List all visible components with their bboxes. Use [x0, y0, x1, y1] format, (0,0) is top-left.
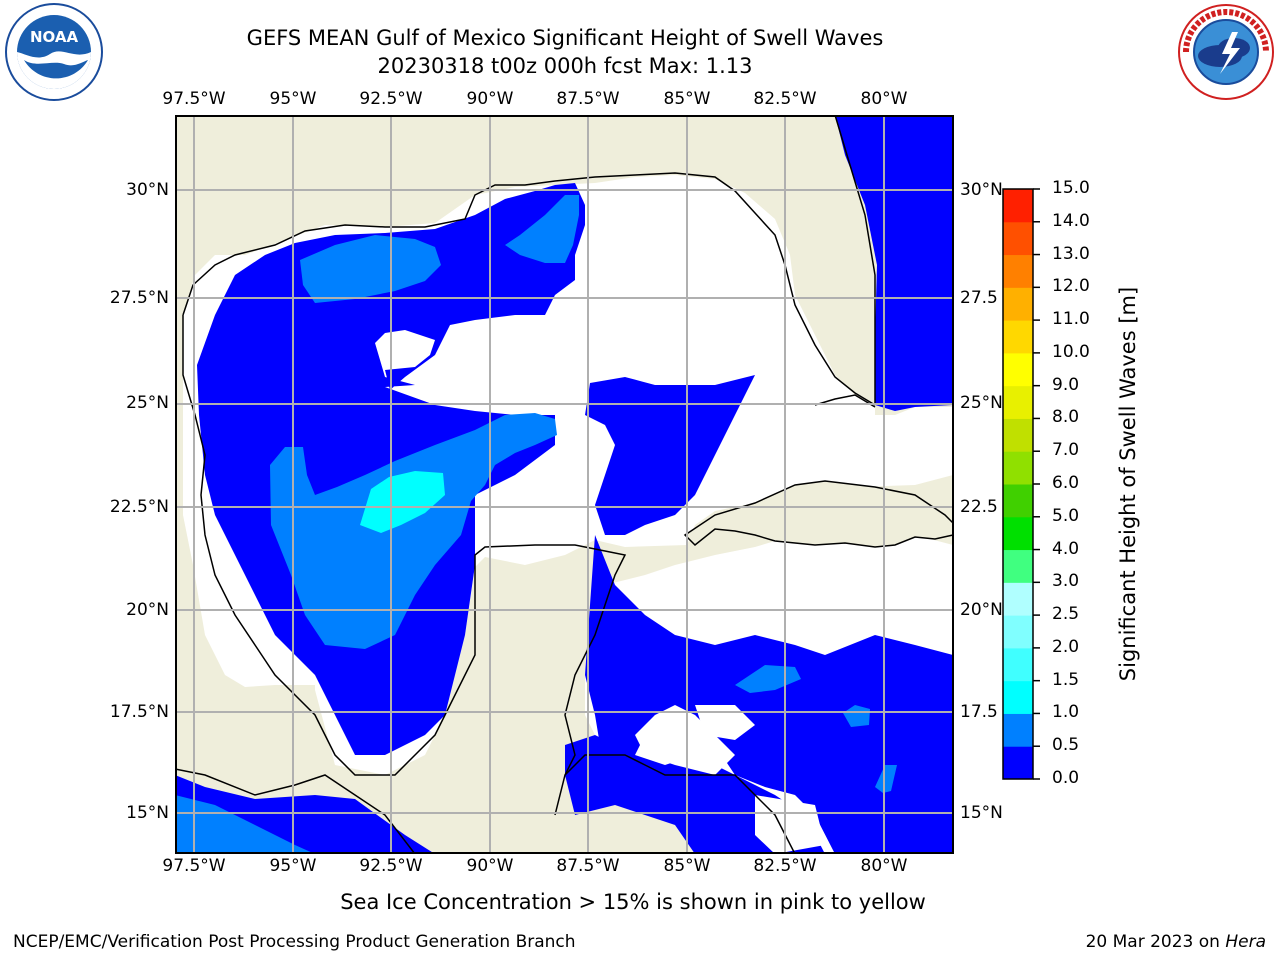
lon-label-bottom-1: 95°W — [269, 856, 317, 876]
lon-label-top-3: 90°W — [466, 89, 514, 109]
colorbar-tick-label-9: 6.0 — [1052, 473, 1080, 493]
lon-label-top-6: 82.5°W — [753, 89, 817, 109]
lon-label-bottom-7: 80°W — [860, 856, 908, 876]
colorbar-segment-1 — [1003, 713, 1033, 747]
colorbar-tick-label-1: 0.5 — [1052, 735, 1080, 756]
caribbean-clearing-4 — [755, 795, 825, 854]
yucatan-coast — [474, 544, 627, 816]
colorbar-segment-17 — [1003, 189, 1033, 223]
mexico-coast — [175, 115, 876, 854]
lat-label-right-6: 15°N — [960, 803, 1003, 823]
colorbar-tick-label-18: 15.0 — [1052, 178, 1090, 198]
colorbar-tick-label-16: 13.0 — [1052, 243, 1090, 264]
map-panel — [175, 115, 954, 854]
colorbar-segment-5 — [1003, 582, 1033, 616]
gulf-swell-high — [360, 471, 445, 533]
colorbar-tick-label-14: 11.0 — [1052, 309, 1090, 330]
colorbar-tick-label-8: 5.0 — [1052, 505, 1080, 526]
caribbean-clearing-3 — [695, 705, 755, 740]
colorbar-segment-2 — [1003, 680, 1033, 714]
colorbar-tick-label-10: 7.0 — [1052, 440, 1080, 461]
lon-label-bottom-6: 82.5°W — [753, 856, 817, 876]
footer-date: 20 Mar 2023 on — [1085, 932, 1226, 952]
colorbar-segment-13 — [1003, 320, 1033, 354]
gulf-swell-mid-central — [270, 413, 557, 649]
sea-ice-note: Sea Ice Concentration > 15% is shown in … — [340, 890, 926, 914]
gulf-swell-east-patch — [585, 375, 755, 535]
lat-label-right-2: 25°N — [960, 393, 1003, 413]
colorbar-tick-label-13: 10.0 — [1052, 341, 1090, 362]
colorbar-tick-label-3: 1.5 — [1052, 669, 1080, 690]
colorbar-segment-4 — [1003, 615, 1033, 649]
lat-label-left-0: 30°N — [126, 180, 169, 200]
lon-label-top-2: 92.5°W — [359, 89, 423, 109]
colorbar-tick-label-12: 9.0 — [1052, 374, 1080, 395]
colorbar-tick-label-4: 2.0 — [1052, 636, 1080, 657]
lon-label-bottom-3: 90°W — [466, 856, 514, 876]
pacific-swell-band — [175, 795, 315, 854]
lat-label-left-1: 27.5°N — [109, 288, 169, 308]
colorbar-segment-14 — [1003, 287, 1033, 321]
colorbar-segment-16 — [1003, 221, 1033, 256]
lat-label-right-1: 27.5 — [960, 288, 998, 308]
colorbar-segment-6 — [1003, 549, 1033, 583]
lon-label-top-7: 80°W — [860, 89, 908, 109]
noaa-logo-text: NOAA — [30, 28, 79, 46]
colorbar-segment-11 — [1003, 385, 1033, 419]
colorbar-segment-10 — [1003, 418, 1033, 452]
gulf-swell-mid-north — [300, 235, 441, 303]
colorbar-segment-15 — [1003, 254, 1033, 288]
nws-logo — [1176, 2, 1276, 102]
colorbar-tick-label-6: 3.0 — [1052, 571, 1080, 592]
lon-label-top-4: 87.5°W — [556, 89, 620, 109]
footer-right: 20 Mar 2023 on Hera — [1086, 932, 1266, 952]
central-america-coast — [564, 754, 796, 854]
colorbar-segment-3 — [1003, 647, 1033, 682]
noaa-logo: NOAA — [4, 2, 104, 102]
colorbar-segment-7 — [1003, 516, 1033, 551]
colorbar-tick-label-15: 12.0 — [1052, 276, 1090, 297]
footer-host: Hera — [1225, 932, 1266, 952]
lat-label-right-3: 22.5 — [960, 497, 998, 517]
graticule — [175, 115, 954, 854]
colorbar-segment-8 — [1003, 484, 1033, 518]
caribbean-swell-low — [585, 535, 953, 854]
map-subtitle: 20230318 t00z 000h fcst Max: 1.13 — [377, 54, 753, 78]
colorbar — [1002, 188, 1040, 780]
map-frame — [175, 115, 954, 854]
caribbean-swell-mid-3 — [875, 765, 897, 793]
colorbar-segment-12 — [1003, 352, 1033, 387]
lon-label-top-5: 85°W — [663, 89, 711, 109]
colorbar-segment-9 — [1003, 451, 1033, 485]
caribbean-clearing-2 — [865, 545, 953, 615]
colorbar-segment-0 — [1003, 746, 1033, 780]
colorbar-tick-label-0: 0.0 — [1052, 768, 1080, 788]
colorbar-label: Significant Height of Swell Waves [m] — [1116, 286, 1140, 682]
map-title: GEFS MEAN Gulf of Mexico Significant Hei… — [246, 26, 884, 50]
colorbar-tick-label-2: 1.0 — [1052, 702, 1080, 723]
lon-label-top-1: 95°W — [269, 89, 317, 109]
colorbar-tick-label-7: 4.0 — [1052, 538, 1080, 559]
colorbar-tick-label-11: 8.0 — [1052, 407, 1080, 428]
caribbean-swell-mid-2 — [843, 705, 870, 727]
florida-keys — [814, 394, 876, 408]
lat-label-right-0: 30°N — [960, 180, 1003, 200]
lat-label-left-6: 15°N — [126, 803, 169, 823]
lon-label-bottom-0: 97.5°W — [162, 856, 226, 876]
lon-label-bottom-4: 87.5°W — [556, 856, 620, 876]
lat-label-left-5: 17.5°N — [109, 702, 169, 722]
lat-label-left-2: 25°N — [126, 393, 169, 413]
gulf-swell-mid-ne — [505, 195, 579, 263]
lat-label-right-5: 17.5 — [960, 702, 998, 722]
lon-label-bottom-2: 92.5°W — [359, 856, 423, 876]
cuba-island — [683, 480, 954, 548]
lat-label-right-4: 20°N — [960, 600, 1003, 620]
lat-label-left-3: 22.5°N — [109, 497, 169, 517]
lon-label-top-0: 97.5°W — [162, 89, 226, 109]
footer-left: NCEP/EMC/Verification Post Processing Pr… — [13, 932, 576, 952]
lon-label-bottom-5: 85°W — [663, 856, 711, 876]
lat-label-left-4: 20°N — [126, 600, 169, 620]
colorbar-tick-label-5: 2.5 — [1052, 604, 1080, 625]
colorbar-tick-label-17: 14.0 — [1052, 210, 1090, 231]
